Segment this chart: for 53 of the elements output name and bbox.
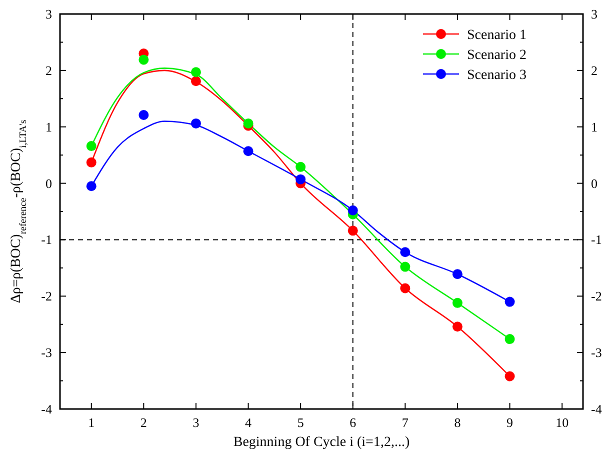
point bbox=[190, 118, 201, 128]
x-tick-label: 2 bbox=[140, 415, 147, 430]
point bbox=[243, 118, 254, 128]
point bbox=[452, 298, 462, 308]
x-axis-title: Beginning Of Cycle i (i=1,2,...) bbox=[233, 435, 410, 450]
point bbox=[504, 371, 515, 382]
y-tick-label: 3 bbox=[46, 6, 52, 22]
y-tick-label: -2 bbox=[41, 288, 52, 304]
point bbox=[86, 157, 96, 168]
point bbox=[86, 181, 96, 192]
y2-tick-label: -2 bbox=[591, 288, 602, 304]
y2-tick-label: -4 bbox=[591, 402, 602, 416]
point bbox=[400, 262, 410, 272]
y-tick-label: -4 bbox=[41, 402, 52, 416]
point bbox=[452, 269, 462, 280]
point bbox=[190, 67, 201, 78]
y-tick-label: 1 bbox=[46, 119, 52, 134]
legend-label: Scenario 1 bbox=[467, 28, 526, 43]
point bbox=[504, 296, 515, 307]
point bbox=[400, 247, 410, 258]
point bbox=[452, 322, 462, 332]
x-tick-label: 1 bbox=[88, 415, 95, 430]
y2-tick-label: 0 bbox=[591, 176, 598, 191]
point bbox=[348, 205, 358, 216]
y2-tick-label: 2 bbox=[591, 62, 598, 78]
point bbox=[243, 146, 254, 156]
x-tick-label: 5 bbox=[297, 415, 304, 430]
x-tick-label: 7 bbox=[402, 415, 409, 430]
point bbox=[190, 76, 201, 86]
y-tick-label: 2 bbox=[46, 62, 52, 78]
y2-tick-label: -1 bbox=[591, 232, 602, 248]
point bbox=[138, 110, 149, 120]
point bbox=[348, 226, 358, 236]
point bbox=[296, 174, 306, 184]
y-tick-label: -1 bbox=[41, 232, 52, 248]
point bbox=[504, 334, 515, 344]
x-tick-label: 9 bbox=[506, 415, 514, 430]
y-tick-label: -3 bbox=[41, 345, 52, 360]
x-tick-label: 3 bbox=[192, 415, 200, 430]
y2-tick-label: 1 bbox=[591, 119, 598, 134]
y2-tick-label: 3 bbox=[591, 6, 598, 22]
x-tick-label: 8 bbox=[454, 415, 461, 430]
legend-label: Scenario 2 bbox=[467, 48, 526, 63]
y2-tick-label: -3 bbox=[591, 345, 602, 360]
legend-label: Scenario 3 bbox=[467, 68, 526, 83]
x-tick-label: 4 bbox=[245, 415, 252, 430]
x-tick-label: 6 bbox=[350, 415, 357, 430]
point bbox=[400, 283, 410, 294]
x-tick-label: 10 bbox=[556, 415, 569, 430]
y-tick-label: 0 bbox=[46, 176, 52, 191]
point bbox=[86, 141, 96, 152]
point bbox=[138, 54, 149, 65]
point bbox=[296, 162, 306, 172]
